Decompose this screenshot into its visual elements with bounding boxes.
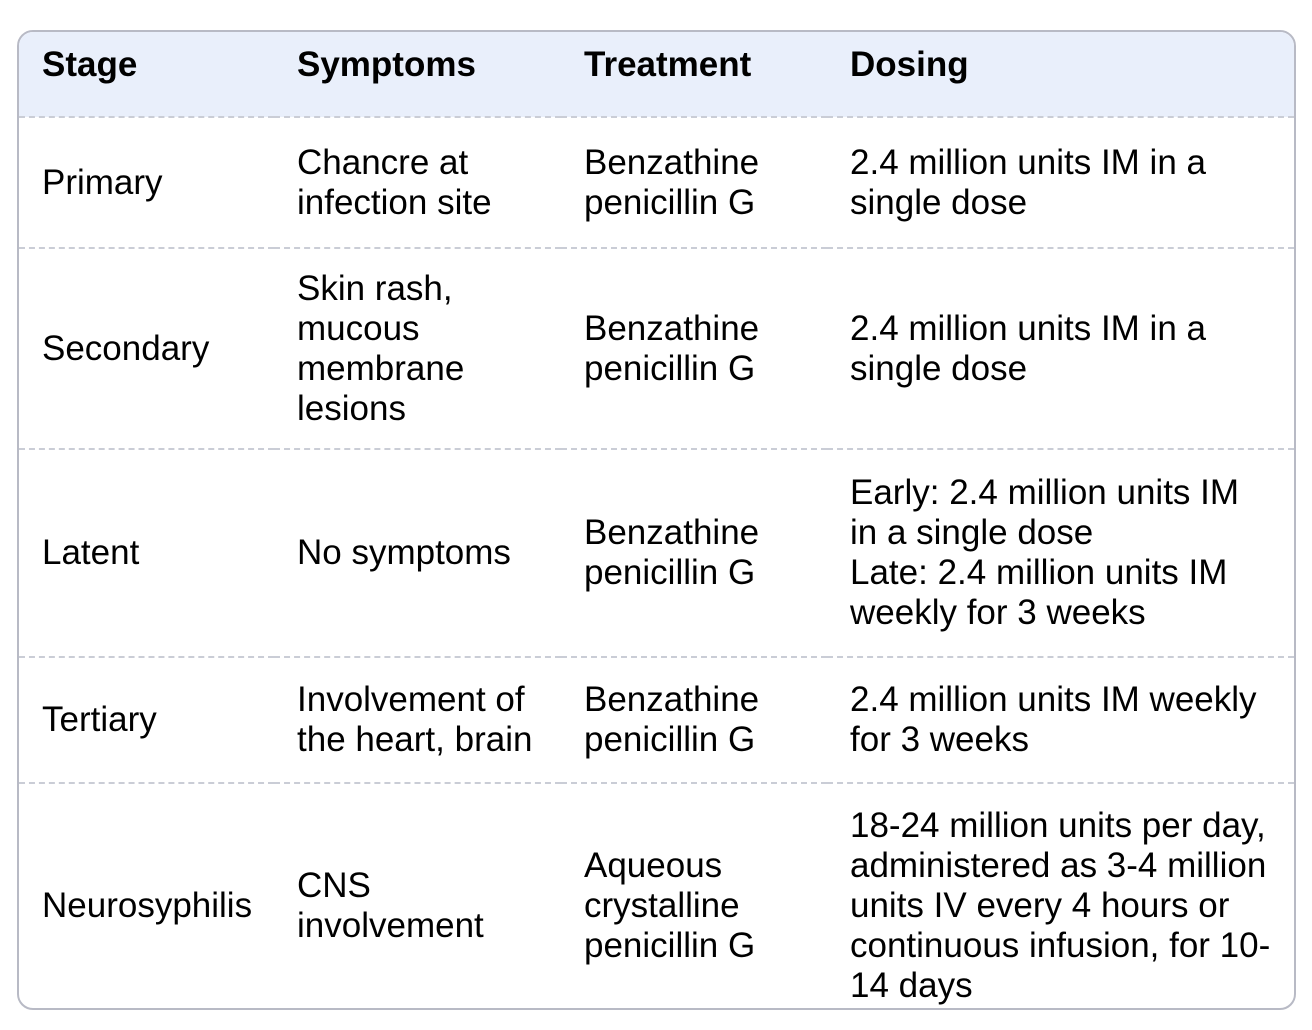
column-header-dosing: Dosing — [827, 32, 1294, 117]
column-header-stage: Stage — [19, 32, 274, 117]
table-row: Latent No symptoms Benzathine penicillin… — [19, 448, 1294, 657]
cell-treatment: Benzathine penicillin G — [561, 247, 827, 449]
cell-dosing: 18-24 million units per day, administere… — [827, 782, 1294, 1008]
table-header: Stage Symptoms Treatment Dosing — [19, 32, 1294, 117]
syphilis-treatment-table: Stage Symptoms Treatment Dosing Primary … — [19, 32, 1294, 1008]
cell-treatment: Benzathine penicillin G — [561, 448, 827, 657]
table-row: Neurosyphilis CNS involvement Aqueous cr… — [19, 782, 1294, 1008]
table-row: Tertiary Involvement of the heart, brain… — [19, 656, 1294, 783]
cell-stage: Neurosyphilis — [19, 782, 274, 1008]
cell-treatment: Aqueous crystalline penicillin G — [561, 782, 827, 1008]
treatment-table-card: Stage Symptoms Treatment Dosing Primary … — [17, 30, 1296, 1010]
cell-treatment: Benzathine penicillin G — [561, 656, 827, 783]
cell-symptoms: Chancre at infection site — [274, 116, 561, 248]
cell-stage: Secondary — [19, 247, 274, 449]
cell-symptoms: Involvement of the heart, brain — [274, 656, 561, 783]
cell-symptoms: Skin rash, mucous membrane lesions — [274, 247, 561, 449]
column-header-treatment: Treatment — [561, 32, 827, 117]
cell-stage: Primary — [19, 116, 274, 248]
table-body: Primary Chancre at infection site Benzat… — [19, 116, 1294, 1008]
column-header-symptoms: Symptoms — [274, 32, 561, 117]
cell-dosing: 2.4 million units IM in a single dose — [827, 116, 1294, 248]
table-row: Secondary Skin rash, mucous membrane les… — [19, 247, 1294, 449]
cell-dosing: Early: 2.4 million units IM in a single … — [827, 448, 1294, 657]
cell-symptoms: No symptoms — [274, 448, 561, 657]
cell-symptoms: CNS involvement — [274, 782, 561, 1008]
cell-stage: Latent — [19, 448, 274, 657]
cell-treatment: Benzathine penicillin G — [561, 116, 827, 248]
cell-dosing: 2.4 million units IM in a single dose — [827, 247, 1294, 449]
table-row: Primary Chancre at infection site Benzat… — [19, 116, 1294, 248]
cell-stage: Tertiary — [19, 656, 274, 783]
header-row: Stage Symptoms Treatment Dosing — [19, 32, 1294, 117]
cell-dosing: 2.4 million units IM weekly for 3 weeks — [827, 656, 1294, 783]
